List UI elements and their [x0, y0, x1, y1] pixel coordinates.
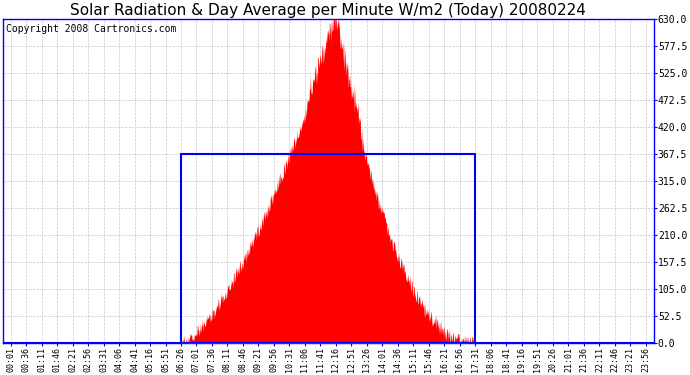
Text: Copyright 2008 Cartronics.com: Copyright 2008 Cartronics.com — [6, 24, 177, 34]
Title: Solar Radiation & Day Average per Minute W/m2 (Today) 20080224: Solar Radiation & Day Average per Minute… — [70, 3, 586, 18]
Bar — [181, 154, 475, 343]
